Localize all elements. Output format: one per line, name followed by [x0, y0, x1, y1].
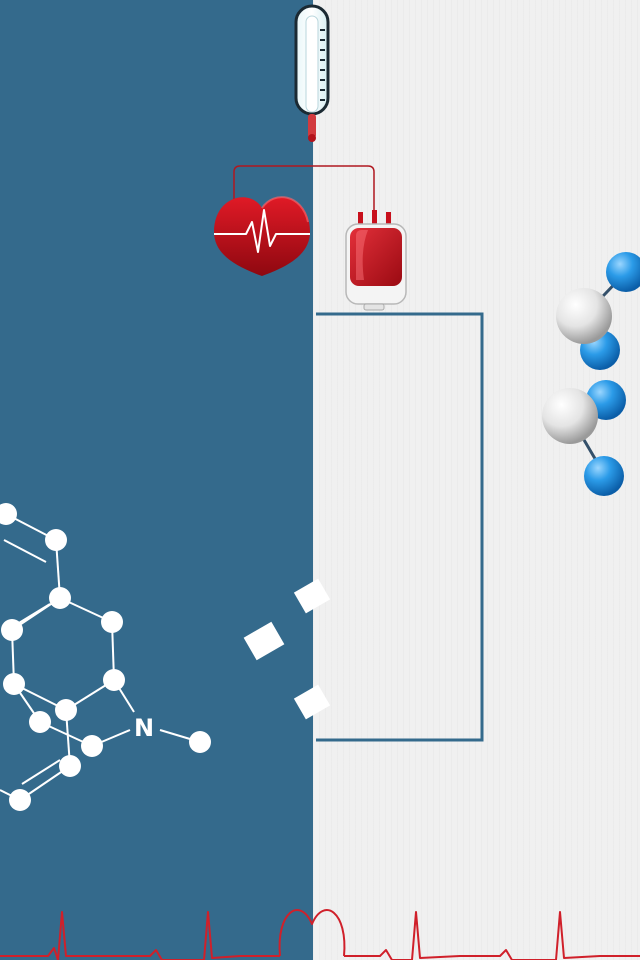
molecule-structure-left	[0, 513, 201, 801]
frame-outline	[316, 312, 484, 742]
thermometer-icon	[294, 4, 330, 142]
molecule-icon-blue-bottom	[542, 380, 626, 496]
molecule-atoms-left	[0, 503, 211, 811]
nitrogen-label: N	[134, 714, 154, 742]
square-1	[293, 578, 331, 614]
blood-bag-icon	[345, 210, 407, 311]
square-3	[293, 684, 331, 720]
ecg-line-icon	[0, 909, 640, 960]
tube-line	[233, 165, 375, 222]
square-2	[243, 621, 285, 661]
white-squares	[243, 578, 331, 720]
heart-icon	[214, 196, 310, 276]
molecule-icon-blue-top	[556, 252, 640, 370]
left-blue-panel	[0, 0, 313, 960]
